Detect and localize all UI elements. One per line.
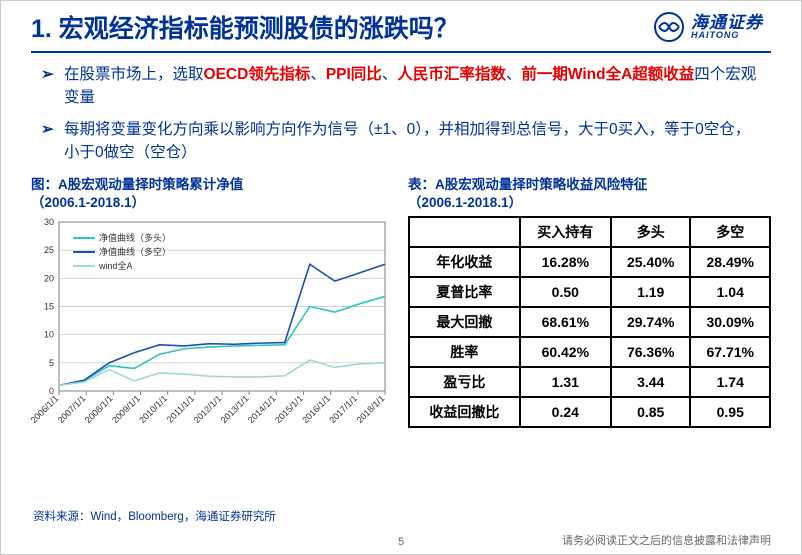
table-cell: 1.19 <box>611 277 691 307</box>
table-cell: 1.31 <box>520 367 611 397</box>
svg-text:2006/1/1: 2006/1/1 <box>31 394 60 426</box>
table-cell: 3.44 <box>611 367 691 397</box>
svg-text:2017/1/1: 2017/1/1 <box>327 394 359 426</box>
bullet-arrow-icon: ➢ <box>41 118 54 165</box>
svg-text:15: 15 <box>44 302 54 312</box>
svg-text:25: 25 <box>44 246 54 256</box>
row-label: 最大回撤 <box>409 307 520 337</box>
b1-hl3: 人民币汇率指数 <box>397 66 506 83</box>
table-cell: 1.04 <box>690 277 770 307</box>
table-cell: 16.28% <box>520 247 611 277</box>
bullet-1-text: 在股票市场上，选取OECD领先指标、PPI同比、人民币汇率指数、前一期Wind全… <box>64 63 761 110</box>
table-header: 多空 <box>690 217 770 247</box>
svg-text:净值曲线（多空）: 净值曲线（多空） <box>99 246 171 257</box>
svg-text:2018/1/1: 2018/1/1 <box>355 394 387 426</box>
svg-text:20: 20 <box>44 274 54 284</box>
svg-text:wind全A: wind全A <box>98 260 133 271</box>
table-header: 多头 <box>611 217 691 247</box>
table-row: 最大回撤68.61%29.74%30.09% <box>409 307 770 337</box>
b1-m3: 、 <box>506 66 522 83</box>
row-label: 胜率 <box>409 337 520 367</box>
table-cell: 28.49% <box>690 247 770 277</box>
b1-m2: 、 <box>382 66 398 83</box>
b1-hl4: 前一期Wind全A超额收益 <box>521 66 694 83</box>
table-cell: 60.42% <box>520 337 611 367</box>
nav-chart: 0510152025302006/1/12007/1/12008/1/12009… <box>31 216 391 446</box>
svg-text:5: 5 <box>49 358 54 368</box>
row-label: 夏普比率 <box>409 277 520 307</box>
logo-cn: 海通证券 <box>691 14 763 31</box>
table-header <box>409 217 520 247</box>
table-cell: 0.85 <box>611 397 691 427</box>
svg-text:2011/1/1: 2011/1/1 <box>165 394 196 425</box>
svg-text:2009/1/1: 2009/1/1 <box>110 394 142 426</box>
table-row: 胜率60.42%76.36%67.71% <box>409 337 770 367</box>
logo-icon <box>653 11 685 43</box>
chart-caption-l2: （2006.1-2018.1） <box>31 195 145 210</box>
b1-hl1: OECD领先指标 <box>204 66 311 83</box>
table-cell: 25.40% <box>611 247 691 277</box>
svg-text:2014/1/1: 2014/1/1 <box>246 394 278 426</box>
logo-en: HAITONG <box>691 31 763 40</box>
page-title: 1. 宏观经济指标能预测股债的涨跌吗？ <box>31 9 459 45</box>
svg-text:2012/1/1: 2012/1/1 <box>192 394 224 426</box>
svg-text:2015/1/1: 2015/1/1 <box>273 394 305 426</box>
source-note: 资料来源：Wind，Bloomberg，海通证券研究所 <box>33 508 276 524</box>
table-cell: 30.09% <box>690 307 770 337</box>
brand-logo: 海通证券 HAITONG <box>653 11 763 43</box>
table-cell: 0.24 <box>520 397 611 427</box>
table-cell: 68.61% <box>520 307 611 337</box>
table-cell: 67.71% <box>690 337 770 367</box>
bullet-2: ➢ 每期将变量变化方向乘以影响方向作为信号（±1、0），并相加得到总信号，大于0… <box>41 118 761 165</box>
svg-text:2007/1/1: 2007/1/1 <box>56 394 88 426</box>
table-header: 买入持有 <box>520 217 611 247</box>
table-cell: 1.74 <box>690 367 770 397</box>
row-label: 收益回撤比 <box>409 397 520 427</box>
table-row: 收益回撤比0.240.850.95 <box>409 397 770 427</box>
chart-caption: 图：A股宏观动量择时策略累计净值 （2006.1-2018.1） <box>31 176 394 212</box>
row-label: 盈亏比 <box>409 367 520 397</box>
table-row: 盈亏比1.313.441.74 <box>409 367 770 397</box>
svg-text:2013/1/1: 2013/1/1 <box>219 394 251 426</box>
table-caption-l2: （2006.1-2018.1） <box>408 195 522 210</box>
svg-text:2016/1/1: 2016/1/1 <box>300 394 332 426</box>
risk-table: 买入持有多头多空年化收益16.28%25.40%28.49%夏普比率0.501.… <box>408 216 771 428</box>
b1-m1: 、 <box>310 66 326 83</box>
table-caption: 表：A股宏观动量择时策略收益风险特征 （2006.1-2018.1） <box>408 176 771 212</box>
svg-text:2010/1/1: 2010/1/1 <box>137 394 169 426</box>
table-row: 年化收益16.28%25.40%28.49% <box>409 247 770 277</box>
table-cell: 0.50 <box>520 277 611 307</box>
bullet-1: ➢ 在股票市场上，选取OECD领先指标、PPI同比、人民币汇率指数、前一期Win… <box>41 63 761 110</box>
svg-text:30: 30 <box>44 217 54 227</box>
b1-hl2: PPI同比 <box>326 66 382 83</box>
svg-text:净值曲线（多头）: 净值曲线（多头） <box>99 232 171 243</box>
svg-text:10: 10 <box>44 330 54 340</box>
disclaimer: 请务必阅读正文之后的信息披露和法律声明 <box>562 532 771 548</box>
svg-text:2008/1/1: 2008/1/1 <box>83 394 115 426</box>
table-row: 夏普比率0.501.191.04 <box>409 277 770 307</box>
b1-prefix: 在股票市场上，选取 <box>64 66 204 83</box>
bullet-arrow-icon: ➢ <box>41 63 54 110</box>
table-cell: 0.95 <box>690 397 770 427</box>
row-label: 年化收益 <box>409 247 520 277</box>
chart-caption-l1: 图：A股宏观动量择时策略累计净值 <box>31 177 243 192</box>
table-caption-l1: 表：A股宏观动量择时策略收益风险特征 <box>408 177 647 192</box>
bullet-2-text: 每期将变量变化方向乘以影响方向作为信号（±1、0），并相加得到总信号，大于0买入… <box>64 118 761 165</box>
table-cell: 29.74% <box>611 307 691 337</box>
table-cell: 76.36% <box>611 337 691 367</box>
